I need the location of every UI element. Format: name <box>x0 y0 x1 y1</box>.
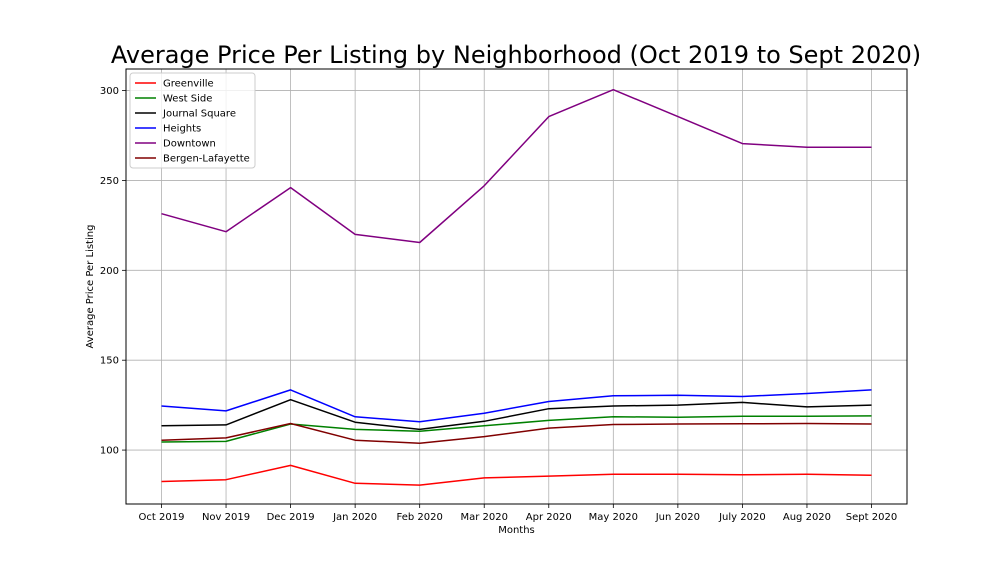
series-line-heights <box>161 389 872 423</box>
x-tick-label: May 2020 <box>589 512 638 523</box>
legend-label-greenville: Greenville <box>163 79 214 90</box>
x-tick-label: Jan 2020 <box>332 512 377 523</box>
y-axis-label: Average Price Per Listing <box>85 225 96 349</box>
y-tick-label: 200 <box>100 266 119 277</box>
series-line-greenville <box>161 464 872 486</box>
x-tick-label: Feb 2020 <box>397 512 443 523</box>
x-tick-label: Oct 2019 <box>139 512 185 523</box>
x-axis-label: Months <box>498 525 535 536</box>
legend: Greenville West Side Journal Square Heights… <box>129 72 256 169</box>
chart-title: Average Price Per Listing by Neighborhoo… <box>111 41 921 69</box>
x-tick-label: Aug 2020 <box>783 512 831 523</box>
legend-label-journal-square: Journal Square <box>162 109 236 120</box>
x-tick-label: July 2020 <box>718 512 766 523</box>
x-tick-label: Dec 2019 <box>267 512 315 523</box>
legend-label-bergen-lafayette: Bergen-Lafayette <box>163 154 250 165</box>
legend-frame <box>129 72 256 169</box>
y-tick-label: 250 <box>100 176 119 187</box>
series-line-journal-square <box>161 398 872 431</box>
x-tick-label: Mar 2020 <box>460 512 508 523</box>
x-tick-label: Nov 2019 <box>202 512 250 523</box>
y-tick-label: 100 <box>100 446 119 457</box>
x-tick-label: Apr 2020 <box>526 512 572 523</box>
x-tick-label: Sept 2020 <box>846 512 897 523</box>
y-tick-label: 300 <box>100 86 119 97</box>
legend-label-west-side: West Side <box>163 94 212 105</box>
y-tick-label: 150 <box>100 356 119 367</box>
series-lines <box>161 88 872 486</box>
grid-lines <box>126 69 907 504</box>
plot-frame <box>125 68 908 505</box>
series-line-bergen-lafayette <box>161 422 872 444</box>
legend-label-downtown: Downtown <box>163 139 216 150</box>
axis-ticks: Oct 2019 Nov 2019 Dec 2019 Jan 2020 Feb 2020… <box>100 86 897 523</box>
x-tick-label: Jun 2020 <box>655 512 700 523</box>
legend-label-heights: Heights <box>163 124 201 135</box>
legend-items: Greenville West Side Journal Square Heights… <box>135 79 250 165</box>
series-line-west-side <box>161 415 872 443</box>
series-line-downtown <box>161 88 872 244</box>
